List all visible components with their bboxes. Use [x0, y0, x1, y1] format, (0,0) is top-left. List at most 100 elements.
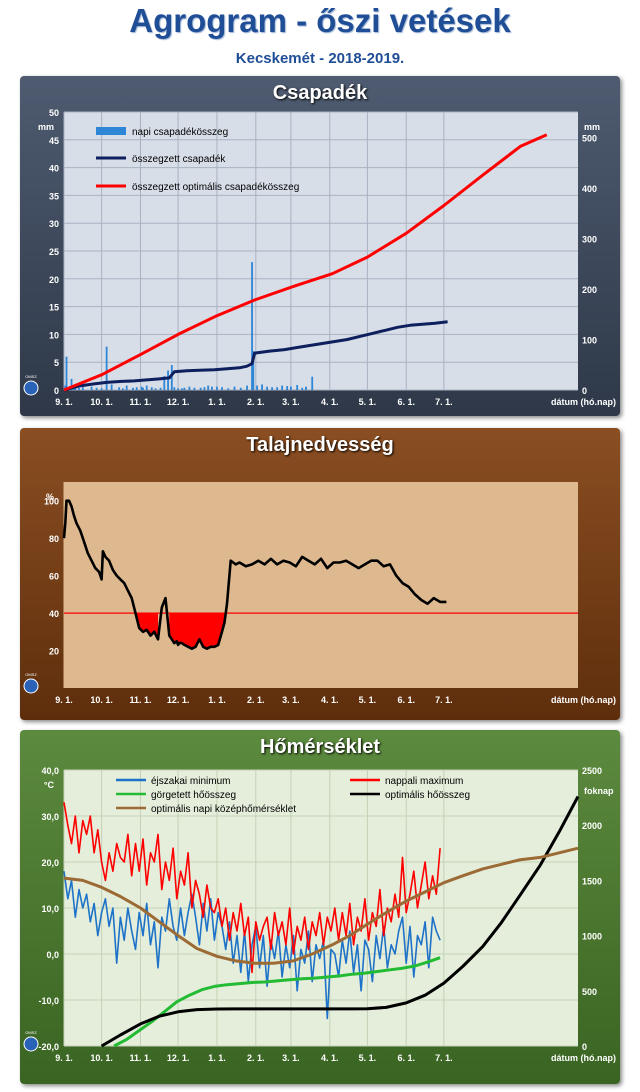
precip-bar — [105, 346, 108, 390]
precip-bar — [78, 387, 80, 390]
y-tick-label: 10 — [49, 330, 59, 340]
precip-bar — [286, 386, 289, 390]
soil-moisture-panel: Talajnedvesség 20 40 60 80 100 9. 1. 10. 1. 11.… — [20, 428, 620, 720]
optimal-precip-line — [63, 133, 548, 392]
night-min-line — [63, 871, 441, 1020]
x-tick-label: 6. 1. — [397, 695, 415, 705]
x-tick-label: 3. 1. — [282, 397, 300, 407]
precip-bar — [110, 384, 113, 390]
precip-bar — [252, 351, 255, 390]
optimal-mean-temp-line — [63, 846, 579, 965]
precip-bar — [70, 378, 73, 390]
precip-bar — [145, 385, 148, 390]
legend-label: napi csapadékösszeg — [132, 127, 228, 138]
y-tick-label: 20 — [49, 275, 59, 285]
precipitation-title: Csapadék — [272, 82, 368, 104]
precip-bar — [125, 385, 128, 390]
legend-label: görgetett hőösszeg — [151, 790, 236, 801]
y-tick-label: 0,0 — [46, 950, 59, 960]
temperature-title: Hőmérséklet — [259, 736, 381, 758]
x-tick-label: 5. 1. — [359, 397, 377, 407]
y-axis-label: °C — [44, 780, 55, 790]
precip-bar — [311, 376, 314, 390]
page-subtitle: Kecskemét - 2018-2019. — [235, 50, 405, 67]
precip-bar — [271, 387, 274, 390]
y-tick-label: 40 — [49, 164, 59, 174]
x-tick-label: 3. 1. — [282, 1053, 300, 1063]
precip-bar — [95, 387, 98, 390]
precip-bar — [64, 385, 67, 390]
legend-label: optimális napi középhőmérséklet — [151, 804, 296, 815]
x-axis-label: dátum (hó.nap) — [551, 695, 616, 705]
precip-bar — [154, 388, 157, 390]
omsz-logo: OMSZ — [23, 672, 39, 694]
x-tick-label: 11. 1. — [129, 1053, 151, 1063]
precip-bar — [276, 387, 279, 390]
day-max-line — [63, 802, 441, 974]
precipitation-chart: 0 5 10 15 20 25 30 35 40 45 50 9. 1. 10. 1. 11. 1. 12.… — [23, 108, 616, 407]
y-tick-label: 15 — [49, 303, 59, 313]
precip-bar — [90, 386, 93, 390]
x-tick-label: 7. 1. — [435, 1053, 453, 1063]
precip-bar — [163, 376, 166, 390]
y-tick-label: -20,0 — [38, 1042, 59, 1052]
svg-text:OMSZ: OMSZ — [25, 1030, 37, 1035]
x-tick-label: 5. 1. — [359, 1053, 377, 1063]
x-tick-label: 5. 1. — [359, 695, 377, 705]
y-tick-label: 100 — [44, 497, 59, 507]
x-tick-label: 10. 1. — [90, 1053, 113, 1063]
precip-bar — [132, 387, 134, 390]
legend-label: optimális hőösszeg — [385, 790, 470, 801]
y-tick-label: 20 — [49, 647, 59, 657]
y2-tick-label: 100 — [582, 335, 597, 345]
legend-label: összegzett optimális csapadékösszeg — [132, 182, 299, 193]
precip-bar — [281, 385, 284, 390]
x-tick-label: 12. 1. — [167, 1053, 190, 1063]
legend-swatch-bar — [96, 127, 126, 135]
precip-bar — [256, 385, 258, 390]
precip-bar — [221, 387, 223, 390]
x-tick-label: 2. 1. — [247, 397, 265, 407]
legend-label: nappali maximum — [385, 776, 463, 787]
x-tick-label: 6. 1. — [397, 397, 415, 407]
y-tick-label: 40,0 — [41, 766, 59, 776]
x-tick-label: 12. 1. — [167, 397, 190, 407]
precip-bar — [305, 386, 307, 390]
precip-bar — [183, 387, 186, 390]
omsz-logo: OMSZ — [23, 1030, 39, 1052]
optimal-heat-sum-line — [100, 795, 580, 1048]
x-tick-label: 9. 1. — [55, 695, 73, 705]
y2-tick-label: 2000 — [582, 821, 602, 831]
y-tick-label: 60 — [49, 572, 59, 582]
precip-bar — [150, 387, 153, 390]
x-tick-label: 11. 1. — [129, 695, 151, 705]
precip-bar — [203, 387, 206, 390]
precip-bar — [100, 388, 103, 390]
y-tick-label: -10,0 — [38, 996, 59, 1006]
y2-tick-label: 500 — [582, 987, 597, 997]
y-axis-label: mm — [38, 122, 54, 132]
x-tick-label: 4. 1. — [321, 1053, 339, 1063]
x-tick-label: 2. 1. — [247, 1053, 265, 1063]
precip-bar — [180, 388, 183, 390]
precip-bar — [251, 262, 253, 390]
y-tick-label: 40 — [49, 609, 59, 619]
x-tick-label: 10. 1. — [90, 397, 113, 407]
y2-tick-label: 200 — [582, 285, 597, 295]
y-tick-label: 30,0 — [41, 812, 59, 822]
rolling-heat-sum-line — [113, 956, 441, 1048]
precip-bar — [135, 387, 138, 390]
x-axis-label: dátum (hó.nap) — [551, 1053, 616, 1063]
y2-axis-label: foknap — [584, 786, 614, 796]
y-tick-label: 50 — [49, 108, 59, 118]
x-tick-label: 12. 1. — [167, 695, 190, 705]
x-tick-label: 4. 1. — [321, 695, 339, 705]
svg-text:OMSZ: OMSZ — [25, 374, 37, 379]
y-axis-label: % — [46, 492, 54, 502]
y2-tick-label: 0 — [582, 1042, 587, 1052]
y-tick-label: 35 — [49, 191, 59, 201]
y-tick-label: 10,0 — [41, 904, 59, 914]
x-tick-label: 7. 1. — [435, 695, 453, 705]
precipitation-panel: Csapadék 0 5 10 15 20 25 30 35 40 45 50 9. 1. 10. 1.… — [20, 76, 620, 416]
y2-tick-label: 1000 — [582, 932, 602, 942]
